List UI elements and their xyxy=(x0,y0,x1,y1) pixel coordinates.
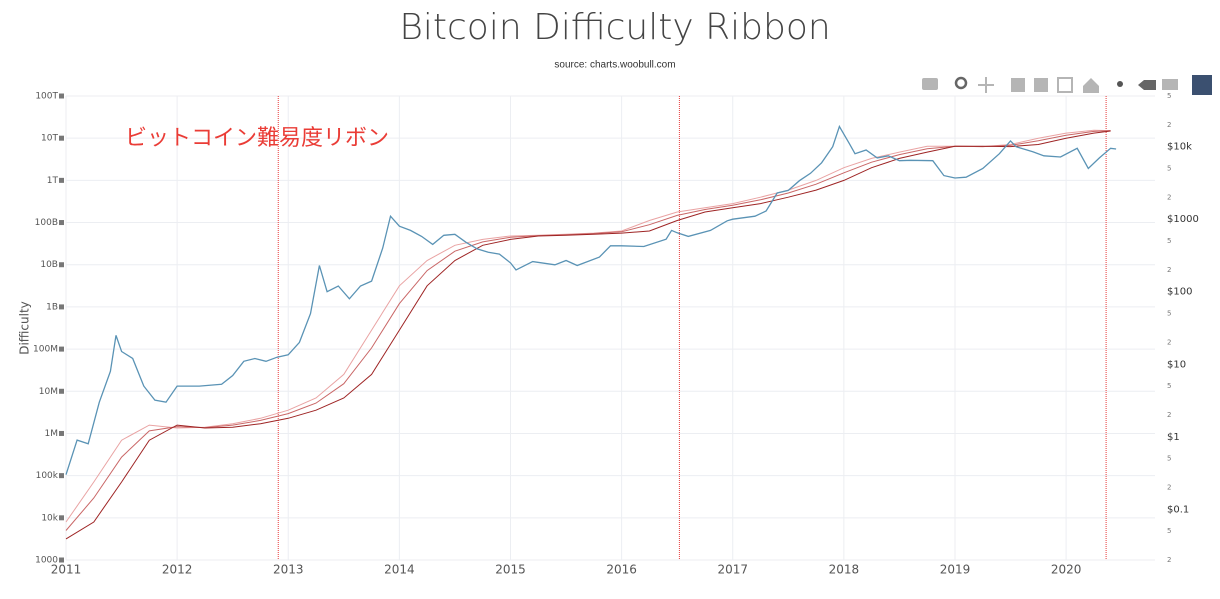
x-tick-label: 2017 xyxy=(717,563,748,577)
x-tick-label: 2014 xyxy=(384,563,415,577)
reset-button[interactable] xyxy=(1083,78,1099,93)
annotation: ビットコイン難易度リボン xyxy=(125,126,389,151)
y-tick-label: 10k xyxy=(41,513,58,523)
x-tick-label: 2012 xyxy=(162,563,193,577)
y2-tick-label: 5 xyxy=(1167,92,1171,100)
y2-tick-label: $10 xyxy=(1167,359,1186,370)
autoscale-button[interactable] xyxy=(1057,77,1073,93)
y-tick-label: 100B xyxy=(35,218,58,228)
x-tick-label: 2013 xyxy=(273,563,304,577)
y-tick-marker xyxy=(59,430,64,436)
y-tick-marker xyxy=(59,346,64,352)
x-tick-label: 2018 xyxy=(829,563,860,577)
y-tick-marker xyxy=(59,557,64,563)
chart-subtitle: source: charts.woobull.com xyxy=(554,60,675,71)
spike-button[interactable] xyxy=(1117,81,1123,87)
x-tick-label: 2015 xyxy=(495,563,526,577)
y2-tick-label: $100 xyxy=(1167,287,1192,298)
y2-tick-label: $10k xyxy=(1167,142,1192,153)
camera-button[interactable] xyxy=(922,78,938,90)
y-tick-label: 100k xyxy=(36,471,59,481)
y-tick-label: 10M xyxy=(39,387,58,397)
y2-tick-label: 2 xyxy=(1167,121,1171,129)
y2-tick-label: 2 xyxy=(1167,338,1171,346)
y-tick-marker xyxy=(59,220,64,226)
y-tick-label: 10T xyxy=(41,134,58,144)
y2-tick-label: 2 xyxy=(1167,266,1171,274)
y-tick-marker xyxy=(59,515,64,521)
chart-title: Bitcoin Difficulty Ribbon xyxy=(399,7,830,48)
x-tick-label: 2011 xyxy=(51,563,82,577)
y2-tick-label: 5 xyxy=(1167,527,1171,535)
y2-tick-label: 5 xyxy=(1167,165,1171,173)
y2-tick-label: 5 xyxy=(1167,310,1171,318)
y2-tick-label: 2 xyxy=(1167,483,1171,491)
y-tick-marker xyxy=(59,304,64,310)
hover-closest-button[interactable] xyxy=(1138,80,1156,90)
y-tick-label: 100M xyxy=(33,345,58,355)
y2-tick-label: $1 xyxy=(1167,432,1180,443)
zoom-button[interactable] xyxy=(954,76,968,90)
y2-tick-label: 5 xyxy=(1167,382,1171,390)
ribbon-line xyxy=(65,130,1111,531)
y-tick-label: 1M xyxy=(45,429,59,439)
y-tick-label: 100T xyxy=(35,92,58,102)
x-tick-label: 2019 xyxy=(940,563,971,577)
toolbar xyxy=(922,75,1212,95)
zoom-out-button[interactable] xyxy=(1034,78,1048,92)
y-tick-marker xyxy=(59,388,64,394)
plotly-logo[interactable] xyxy=(1192,75,1212,95)
y-tick-marker xyxy=(59,262,64,268)
y-tick-marker xyxy=(59,135,64,141)
y-axis-label: Difficulty xyxy=(18,301,32,355)
y2-tick-label: 5 xyxy=(1167,455,1171,463)
y-tick-label: 10B xyxy=(40,260,58,270)
x-tick-label: 2020 xyxy=(1051,563,1082,577)
ribbon-line xyxy=(65,130,1111,540)
y2-tick-label: 2 xyxy=(1167,193,1171,201)
y2-tick-label: 5 xyxy=(1167,237,1171,245)
y-tick-label: 1B xyxy=(46,302,58,312)
pan-button[interactable] xyxy=(978,77,994,93)
y-tick-marker xyxy=(59,177,64,183)
price-line xyxy=(65,124,1117,475)
y2-tick-label: 2 xyxy=(1167,556,1171,564)
y-tick-marker xyxy=(59,93,64,99)
y2-tick-label: $0.1 xyxy=(1167,504,1189,515)
hover-compare-button[interactable] xyxy=(1162,79,1178,90)
y-tick-label: 1000 xyxy=(35,556,58,566)
x-tick-label: 2016 xyxy=(606,563,637,577)
zoom-in-button[interactable] xyxy=(1011,78,1025,92)
ribbon-line xyxy=(65,129,1111,523)
y-tick-label: 1T xyxy=(47,176,59,186)
y2-tick-label: 2 xyxy=(1167,411,1171,419)
y-tick-marker xyxy=(59,473,64,479)
y2-tick-label: $1000 xyxy=(1167,214,1199,225)
